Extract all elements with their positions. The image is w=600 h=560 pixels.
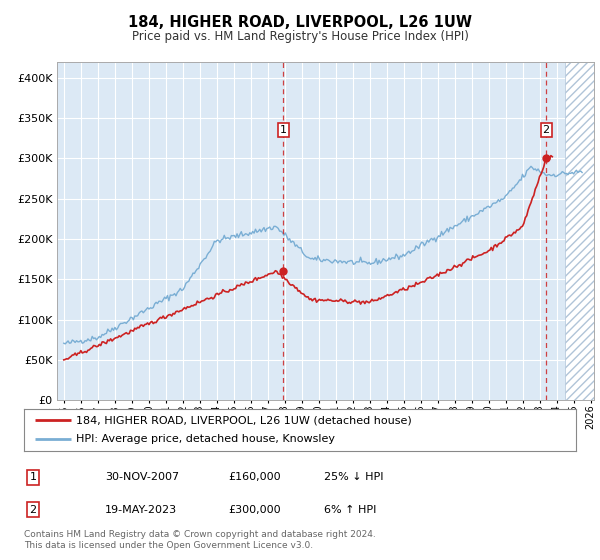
Text: 2: 2: [542, 125, 550, 135]
Text: Price paid vs. HM Land Registry's House Price Index (HPI): Price paid vs. HM Land Registry's House …: [131, 30, 469, 43]
Text: 25% ↓ HPI: 25% ↓ HPI: [324, 472, 383, 482]
Bar: [55, 62, 565, 400]
Text: 6% ↑ HPI: 6% ↑ HPI: [324, 505, 376, 515]
Text: HPI: Average price, detached house, Knowsley: HPI: Average price, detached house, Know…: [76, 435, 335, 445]
Text: £160,000: £160,000: [228, 472, 281, 482]
Text: Contains HM Land Registry data © Crown copyright and database right 2024.: Contains HM Land Registry data © Crown c…: [24, 530, 376, 539]
Text: This data is licensed under the Open Government Licence v3.0.: This data is licensed under the Open Gov…: [24, 541, 313, 550]
Text: 184, HIGHER ROAD, LIVERPOOL, L26 1UW (detached house): 184, HIGHER ROAD, LIVERPOOL, L26 1UW (de…: [76, 415, 412, 425]
Text: 184, HIGHER ROAD, LIVERPOOL, L26 1UW: 184, HIGHER ROAD, LIVERPOOL, L26 1UW: [128, 15, 472, 30]
Text: 19-MAY-2023: 19-MAY-2023: [105, 505, 177, 515]
Text: 2: 2: [29, 505, 37, 515]
Text: £300,000: £300,000: [228, 505, 281, 515]
Text: 1: 1: [29, 472, 37, 482]
Text: 30-NOV-2007: 30-NOV-2007: [105, 472, 179, 482]
Bar: [565, 62, 599, 400]
Text: 1: 1: [280, 125, 287, 135]
